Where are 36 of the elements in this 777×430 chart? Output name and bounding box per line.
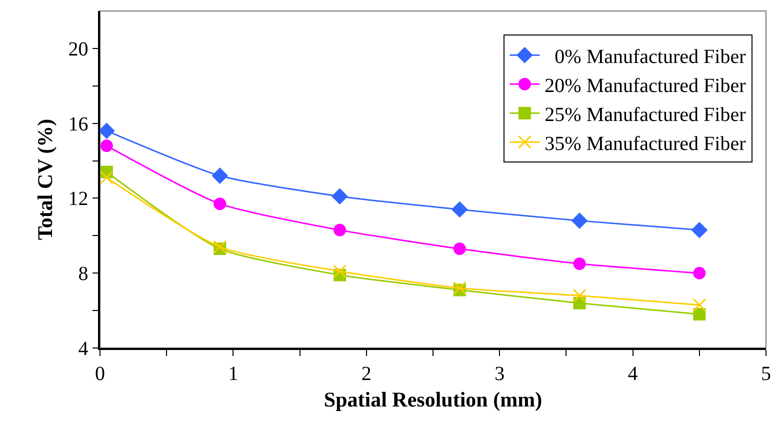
point: [572, 212, 588, 229]
legend-label: 20% Manufactured Fiber: [544, 74, 746, 97]
point: [453, 242, 466, 256]
point: [214, 198, 226, 210]
point: [212, 168, 228, 184]
legend-label: 0% Manufactured Fiber: [544, 46, 746, 68]
point: [693, 266, 706, 280]
point: [100, 140, 113, 152]
y-axis-title: Total CV (%): [32, 118, 57, 240]
point: [100, 170, 114, 184]
point: [572, 288, 586, 302]
point: [332, 188, 348, 204]
point: [693, 308, 706, 321]
point: [692, 222, 708, 238]
y-tick-label: 4: [78, 338, 88, 360]
x-tick-label: 3: [494, 362, 505, 385]
point: [692, 298, 706, 312]
point: [573, 258, 586, 270]
legend-label: 35% Manufactured Fiber: [544, 132, 746, 155]
point: [334, 224, 346, 236]
y-tick-label: 12: [68, 188, 88, 210]
y-tick-label: 20: [68, 38, 88, 60]
x-tick-label: 4: [628, 362, 638, 385]
point: [98, 122, 115, 139]
x-tick-label: 1: [228, 362, 238, 385]
x-tick-label: 2: [361, 362, 372, 385]
point: [213, 240, 227, 254]
x-tick-label: 5: [761, 362, 771, 385]
legend-label: 25% Manufactured Fiber: [544, 104, 746, 126]
x-axis-title: Spatial Resolution (mm): [324, 387, 542, 412]
y-tick-label: 16: [68, 113, 88, 136]
x-tick-label: 0: [95, 362, 105, 385]
y-tick-label: 8: [78, 263, 88, 286]
point: [452, 281, 466, 295]
point: [333, 264, 347, 278]
point: [452, 202, 468, 218]
